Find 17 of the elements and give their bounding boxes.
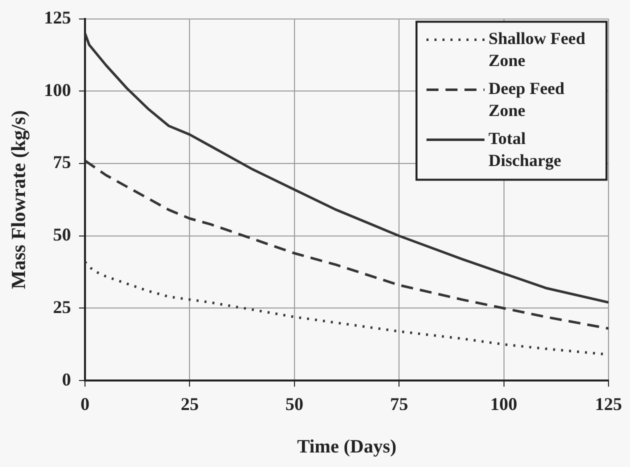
y-tick-label: 125 [44, 7, 71, 28]
x-tick-label: 75 [390, 394, 408, 414]
x-tick-label: 0 [80, 394, 90, 414]
x-tick-label: 50 [285, 394, 304, 414]
y-tick-label: 0 [62, 369, 71, 390]
x-tick-label: 25 [180, 394, 199, 414]
y-tick-label: 50 [53, 224, 71, 245]
legend-label: Deep Feed Zone [488, 79, 566, 120]
legend-label: Total Discharge [488, 129, 562, 170]
x-axis-title: Time (Days) [297, 436, 396, 458]
legend-label: Shallow Feed Zone [488, 29, 586, 70]
y-tick-label: 25 [53, 296, 71, 317]
y-axis-title: Mass Flowrate (kg/s) [8, 110, 30, 290]
x-tick-label: 125 [595, 394, 622, 414]
y-tick-label: 75 [53, 152, 71, 172]
y-tick-label: 100 [44, 80, 71, 100]
x-tick-label: 100 [490, 394, 518, 414]
